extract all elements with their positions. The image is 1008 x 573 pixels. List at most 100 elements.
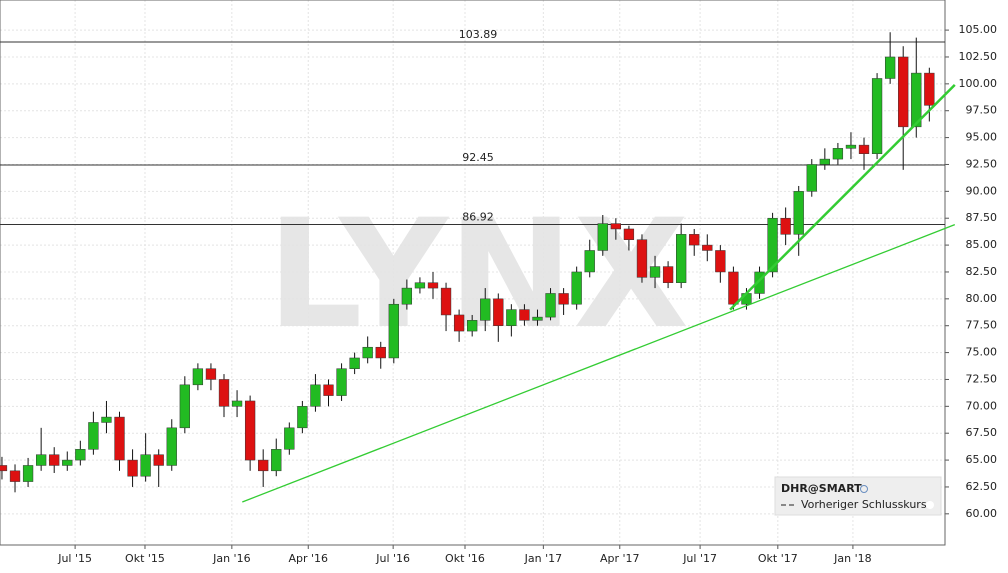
legend-symbol: DHR@SMART [781, 482, 862, 495]
y-tick-label: 65.00 [966, 453, 998, 466]
x-tick-label: Okt '16 [445, 552, 485, 565]
candle-body [571, 271, 582, 305]
candle-body [453, 314, 465, 332]
candle-body [336, 368, 347, 396]
x-tick-label: Apr '16 [288, 552, 328, 565]
y-tick-label: 75.00 [966, 346, 998, 359]
candle-body [806, 164, 817, 192]
candle-body [480, 298, 491, 321]
candle-body [49, 454, 60, 466]
candle-body [884, 56, 896, 79]
y-tick-label: 90.00 [966, 184, 998, 197]
x-tick-label: Jan '18 [833, 552, 871, 565]
trend-line [242, 224, 956, 503]
x-tick-label: Jul '17 [682, 552, 717, 565]
candle-body [832, 148, 844, 160]
candle-body [702, 244, 713, 251]
candle-body [780, 217, 791, 235]
x-tick-label: Jan '17 [524, 552, 562, 565]
candle-body [858, 144, 870, 154]
y-tick-label: 70.00 [966, 399, 998, 412]
candle-body [231, 400, 243, 407]
y-tick-label: 105.00 [959, 23, 998, 36]
candle-body [88, 422, 99, 450]
candle-body [310, 384, 321, 407]
candle-body [689, 234, 700, 246]
candle-body [427, 282, 439, 289]
y-tick-label: 92.50 [966, 157, 998, 170]
candle-body [597, 223, 608, 251]
candle-body [728, 271, 739, 305]
candle-body [205, 368, 217, 380]
candle-body [506, 309, 517, 326]
candle-body [349, 357, 360, 369]
legend-icon [860, 485, 868, 493]
y-tick-label: 62.50 [966, 480, 998, 493]
candle-body [676, 234, 687, 283]
watermark: LYNX [267, 188, 689, 362]
x-tick-label: Okt '17 [758, 552, 798, 565]
y-tick-label: 60.00 [966, 507, 998, 520]
x-tick-label: Apr '17 [600, 552, 640, 565]
trend-line [729, 84, 956, 311]
candle-body [584, 250, 595, 273]
candle-body [153, 454, 164, 466]
candle-body [140, 454, 151, 477]
candle-body [767, 217, 778, 273]
candle-body [218, 379, 230, 407]
candle-body [362, 346, 373, 359]
candle-body [662, 266, 674, 283]
candle-body [179, 384, 190, 429]
candle-body [819, 158, 830, 165]
candle-body [532, 316, 543, 321]
candle-body [62, 459, 73, 466]
y-tick-label: 72.50 [966, 372, 998, 385]
y-tick-label: 67.50 [966, 426, 998, 439]
candle-body [9, 470, 21, 482]
candle-body [610, 223, 621, 230]
candle-body [715, 250, 726, 273]
y-tick-label: 82.50 [966, 265, 998, 278]
y-tick-label: 85.00 [966, 238, 998, 251]
candle-body [924, 72, 935, 106]
y-tick-label: 95.00 [966, 131, 998, 144]
candle-body [323, 384, 334, 396]
y-tick-label: 77.50 [966, 319, 998, 332]
level-label: 86.92 [462, 210, 494, 223]
legend-dot [926, 501, 934, 509]
candle-body [0, 465, 8, 472]
candle-body [401, 287, 413, 305]
candle-body [271, 449, 282, 472]
plot-border [0, 0, 946, 546]
x-tick-label: Jul '16 [375, 552, 410, 565]
candle-body [545, 293, 556, 318]
candle-body [793, 191, 804, 235]
legend: DHR@SMART Vorheriger Schlusskurs [774, 476, 942, 516]
candle-body [493, 298, 504, 326]
candle-body [558, 293, 569, 305]
candle-body [101, 416, 112, 423]
y-tick-label: 102.50 [959, 50, 998, 63]
candle-body [166, 427, 177, 466]
candle-body [192, 368, 204, 386]
candle-body [244, 400, 256, 461]
x-tick-label: Jul '15 [57, 552, 92, 565]
y-tick-label: 80.00 [966, 292, 998, 305]
candle-body [467, 320, 478, 332]
candle-body [22, 465, 34, 482]
candle-body [845, 144, 857, 149]
level-label: 92.45 [462, 151, 494, 164]
candle-body [623, 228, 635, 240]
candle-body [75, 449, 86, 461]
candle-body [114, 416, 125, 461]
legend-text: Vorheriger Schlusskurs [801, 498, 927, 511]
legend-box [774, 476, 942, 516]
y-tick-label: 87.50 [966, 211, 998, 224]
candle-body [375, 346, 386, 359]
candle-body [898, 56, 909, 128]
x-tick-label: Jan '16 [212, 552, 250, 565]
candle-body [258, 459, 269, 472]
y-tick-label: 100.00 [959, 77, 998, 90]
candle-body [414, 282, 426, 289]
